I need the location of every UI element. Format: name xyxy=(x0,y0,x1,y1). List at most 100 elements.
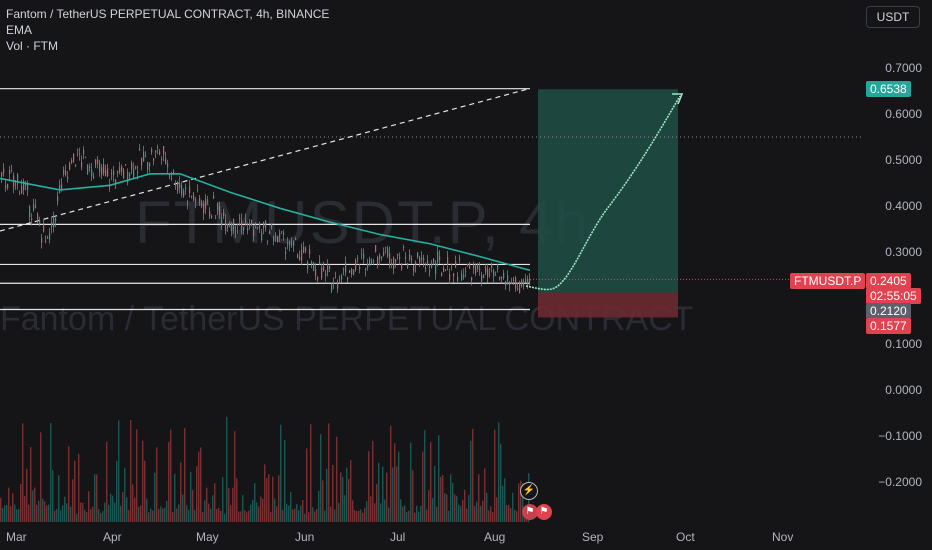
profit-zone xyxy=(538,89,678,293)
us-flag-icon[interactable]: ⚑ xyxy=(522,504,538,520)
candle-body xyxy=(131,163,133,170)
volume-bar xyxy=(72,479,74,522)
candle-body xyxy=(261,232,263,241)
candle-body xyxy=(179,183,181,188)
volume-bar xyxy=(26,468,28,522)
volume-bar xyxy=(146,498,148,522)
volume-bar xyxy=(170,429,172,522)
volume-bar xyxy=(382,466,384,522)
volume-bar xyxy=(212,495,214,522)
volume-bar xyxy=(344,495,346,522)
candle-body xyxy=(387,248,389,257)
x-tick: May xyxy=(196,530,219,544)
candle-body xyxy=(495,275,497,276)
volume-bar xyxy=(104,502,106,522)
volume-bar xyxy=(88,491,90,522)
candle-body xyxy=(361,253,363,255)
volume-bar xyxy=(496,497,498,522)
volume-bar xyxy=(244,510,246,522)
volume-bar xyxy=(392,467,394,522)
candle-body xyxy=(149,163,151,166)
volume-indicator-label[interactable]: Vol · FTM xyxy=(6,39,59,53)
volume-bar xyxy=(222,477,224,522)
candle-body xyxy=(489,274,491,275)
level-price-tag: 0.2120 xyxy=(866,303,911,319)
candle-body xyxy=(133,169,135,179)
volume-bar xyxy=(46,505,48,522)
candle-body xyxy=(391,263,393,266)
volume-bar xyxy=(478,474,480,522)
volume-bar xyxy=(292,509,294,522)
volume-bar xyxy=(158,509,160,522)
volume-bar xyxy=(514,509,516,522)
volume-bar xyxy=(460,506,462,522)
candle-body xyxy=(119,167,121,173)
candle-body xyxy=(41,238,43,243)
ema-indicator-label[interactable]: EMA xyxy=(6,23,33,37)
volume-bar xyxy=(440,476,442,522)
candle-body xyxy=(409,254,411,260)
candle-body xyxy=(171,178,173,179)
volume-bar xyxy=(458,504,460,522)
volume-bar xyxy=(386,472,388,522)
volume-bar xyxy=(200,447,202,522)
candle-body xyxy=(407,262,409,268)
volume-bar xyxy=(506,504,508,522)
us-flag-icon[interactable]: ⚑ xyxy=(536,504,552,520)
candle-body xyxy=(231,223,233,231)
volume-bar xyxy=(364,508,366,522)
candle-body xyxy=(63,170,65,175)
currency-button[interactable]: USDT xyxy=(866,6,920,28)
candle-body xyxy=(477,264,479,269)
volume-bar xyxy=(62,505,64,522)
candle-body xyxy=(3,168,5,174)
volume-bar xyxy=(388,507,390,522)
volume-bar xyxy=(116,460,118,522)
candle-body xyxy=(449,274,451,280)
candle-body xyxy=(209,211,211,217)
candle-body xyxy=(529,279,531,283)
y-tick: 0.7000 xyxy=(885,61,922,75)
candle-body xyxy=(443,267,445,272)
stop-price-tag: 0.1577 xyxy=(866,318,911,334)
volume-bar xyxy=(470,440,472,522)
candle-body xyxy=(325,273,327,276)
candle-body xyxy=(113,170,115,176)
candle-body xyxy=(503,272,505,279)
volume-bar xyxy=(348,478,350,522)
volume-bar xyxy=(336,436,338,522)
volume-bar xyxy=(356,511,358,522)
volume-bar xyxy=(182,494,184,522)
volume-bar xyxy=(324,510,326,522)
candle-body xyxy=(247,228,249,231)
candle-body xyxy=(327,265,329,273)
target-price-tag: 0.6538 xyxy=(866,81,911,97)
volume-bar xyxy=(288,505,290,522)
volume-bar xyxy=(122,492,124,522)
candle-body xyxy=(199,198,201,203)
volume-bar xyxy=(472,428,474,522)
candle-body xyxy=(381,256,383,259)
volume-bar xyxy=(248,510,250,522)
lightning-icon[interactable]: ⚡ xyxy=(520,482,538,500)
candle-body xyxy=(35,205,37,208)
candle-body xyxy=(277,236,279,243)
candle-body xyxy=(61,184,63,191)
candle-body xyxy=(365,268,367,271)
volume-bar xyxy=(438,435,440,522)
candle-body xyxy=(185,187,187,190)
volume-bar xyxy=(210,508,212,522)
volume-bar xyxy=(468,495,470,522)
candle-body xyxy=(309,249,311,255)
volume-bar xyxy=(284,440,286,522)
volume-bar xyxy=(32,490,34,522)
volume-bar xyxy=(226,416,228,522)
y-tick: 0.6000 xyxy=(885,107,922,121)
symbol-title[interactable]: Fantom / TetherUS PERPETUAL CONTRACT, 4h… xyxy=(6,7,330,21)
candle-body xyxy=(183,190,185,197)
y-tick: 0.4000 xyxy=(885,199,922,213)
candle-body xyxy=(351,269,353,275)
volume-bar xyxy=(454,494,456,522)
volume-bar xyxy=(290,492,292,522)
